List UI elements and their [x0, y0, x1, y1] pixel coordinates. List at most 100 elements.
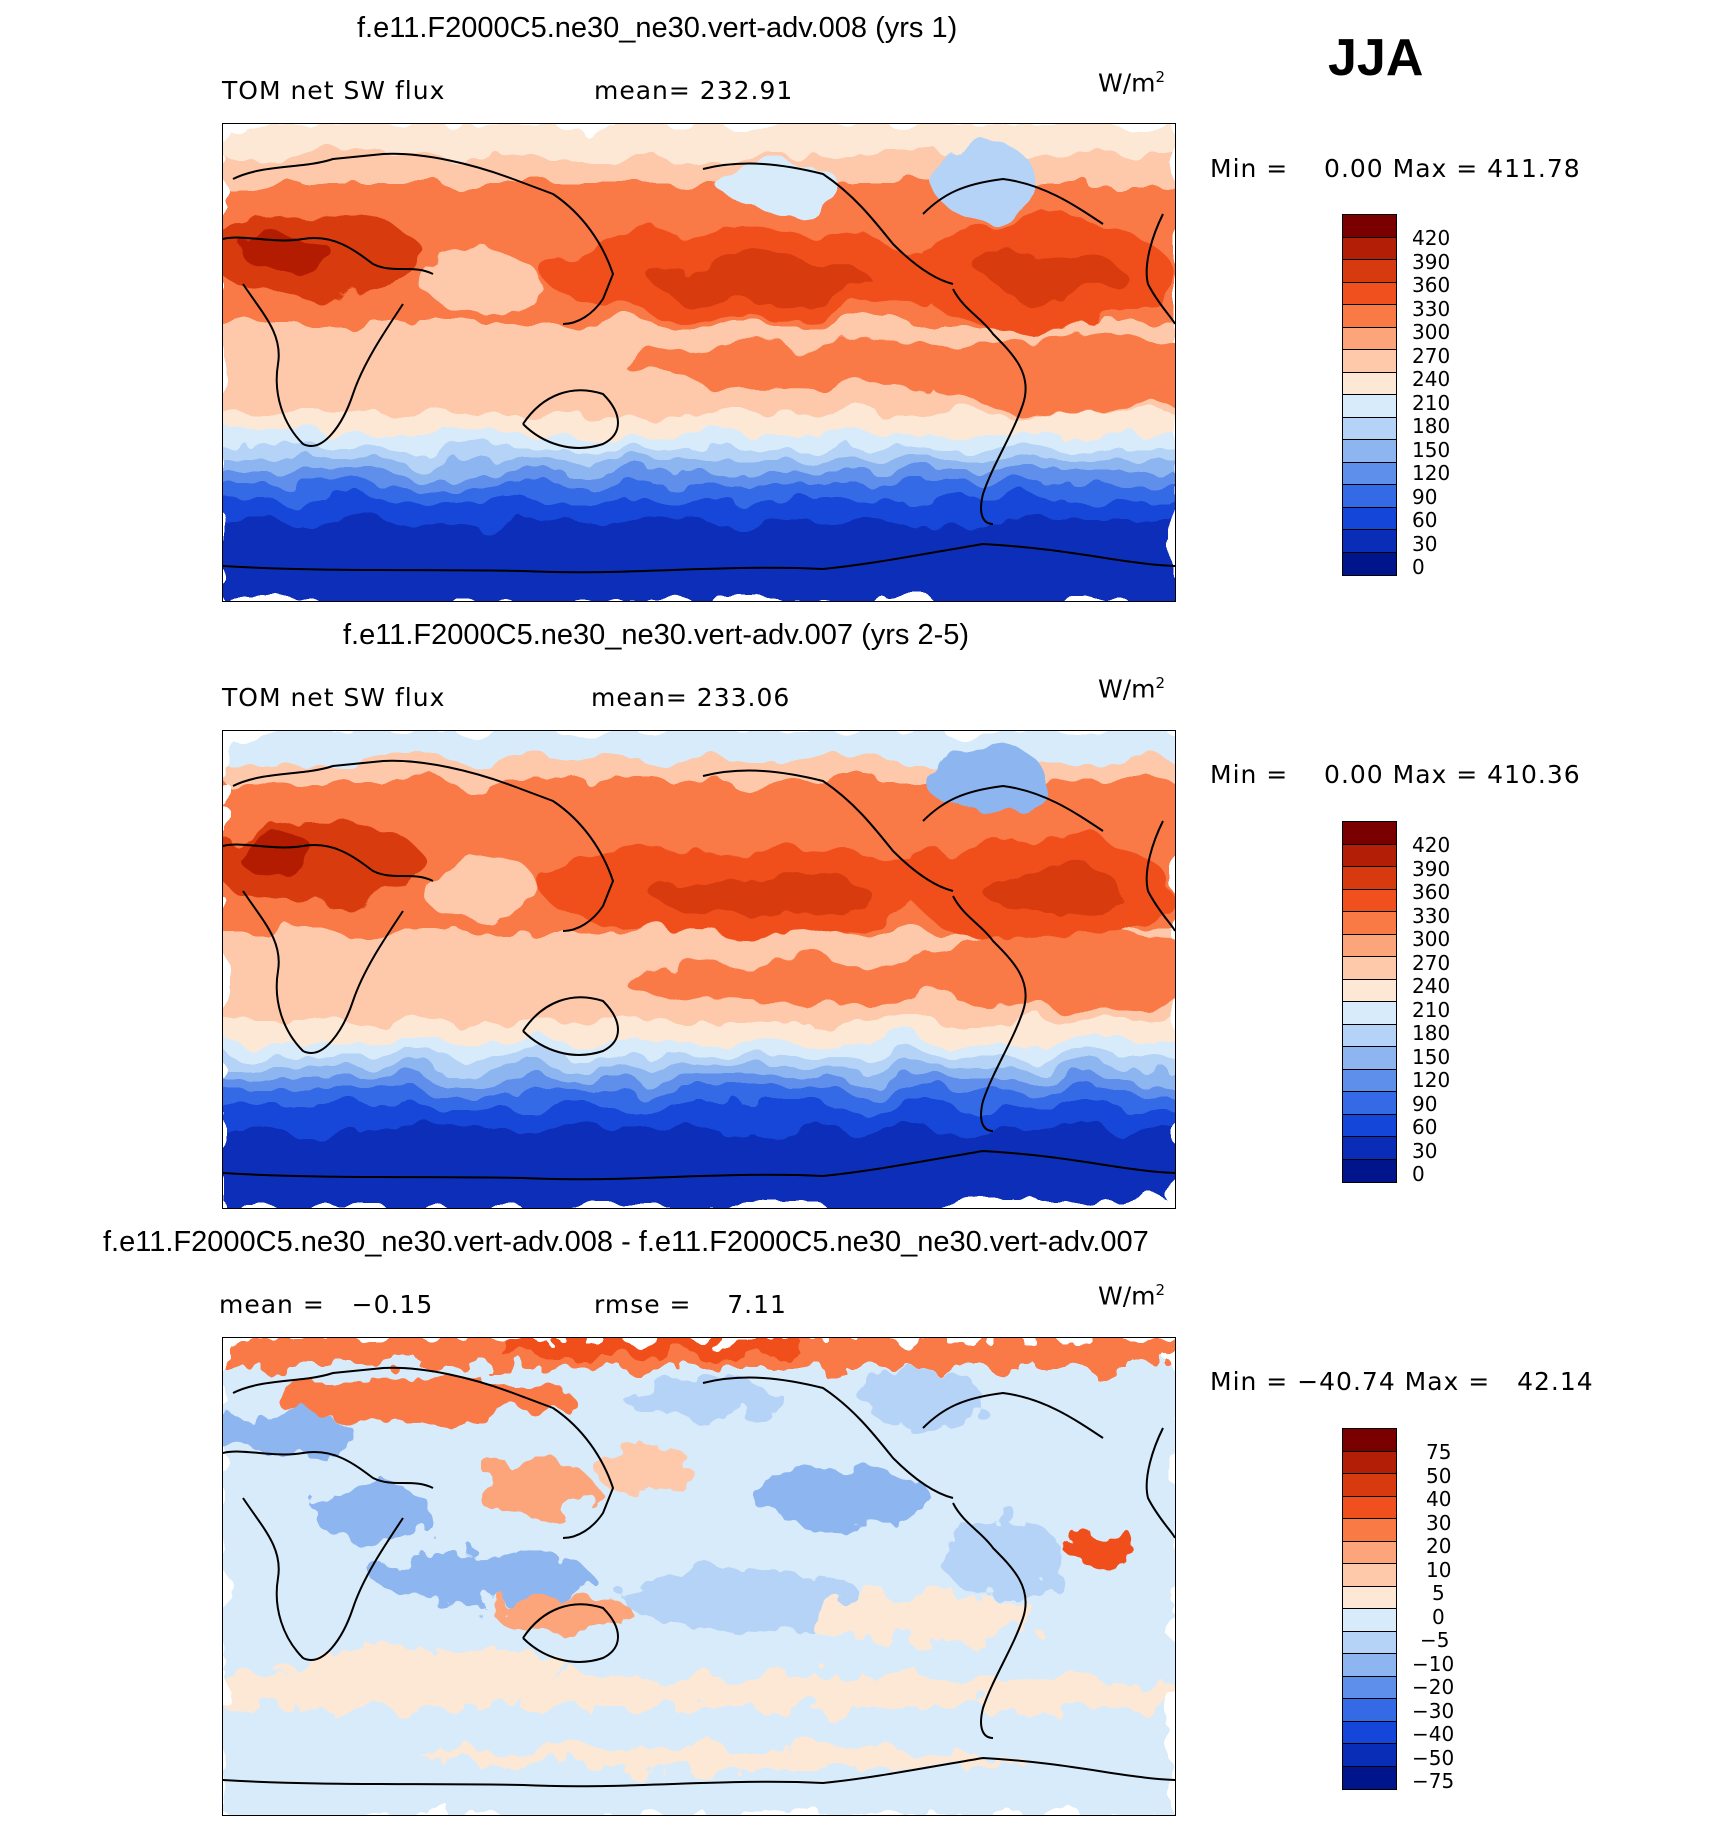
colorbar-tick-label: 240 — [1412, 974, 1451, 998]
colorbar-tick-label: 270 — [1412, 343, 1451, 368]
colorbar-swatch — [1343, 1002, 1396, 1025]
colorbar-swatch — [1343, 1541, 1396, 1564]
colorbar-tick-label: 120 — [1412, 461, 1451, 485]
colorbar-swatch — [1343, 282, 1396, 305]
colorbar-swatch — [1343, 372, 1396, 395]
panel-3-map — [222, 1337, 1176, 1816]
colorbar-swatch — [1343, 215, 1396, 238]
colorbar-swatch — [1343, 1496, 1396, 1519]
panel-2-coastlines — [223, 759, 1175, 1181]
panel-3-field — [223, 1338, 1175, 1815]
panel-3-coastlines — [223, 1366, 1175, 1788]
colorbar-swatch — [1343, 260, 1396, 283]
colorbar-tick-label: 75 — [1426, 1440, 1452, 1464]
colorbar-tick-label: 390 — [1412, 249, 1451, 274]
colorbar-tick-label: 10 — [1426, 1557, 1452, 1582]
colorbar-tick-label: 420 — [1412, 226, 1451, 250]
panel-2-map — [222, 730, 1176, 1209]
colorbar-swatch — [1343, 440, 1396, 463]
panel-3-rmse-label: rmse = 7.11 — [594, 1290, 787, 1319]
panel-1-title: f.e11.F2000C5.ne30_ne30.vert-adv.008 (yr… — [357, 12, 958, 44]
colorbar-swatch — [1343, 912, 1396, 935]
colorbar-tick-label: 330 — [1412, 903, 1451, 928]
colorbar-swatch — [1343, 552, 1396, 575]
panel-2-variable-label: TOM net SW flux — [222, 683, 446, 712]
colorbar-tick-label: 40 — [1426, 1487, 1452, 1511]
colorbar-tick-label: 90 — [1412, 484, 1438, 509]
colorbar-tick-label: 330 — [1412, 296, 1451, 321]
colorbar-tick-label: 300 — [1412, 320, 1451, 344]
colorbar-tick-label: 50 — [1426, 1463, 1452, 1488]
panel-1-colorbar — [1342, 214, 1397, 576]
panel-1-coastlines — [223, 152, 1175, 574]
colorbar-tick-label: 420 — [1412, 833, 1451, 857]
panel-2-units: W/m2 — [1098, 674, 1166, 704]
colorbar-swatch — [1343, 1564, 1396, 1587]
colorbar-swatch — [1343, 507, 1396, 530]
colorbar-tick-label: −10 — [1412, 1651, 1455, 1676]
colorbar-tick-label: 0 — [1412, 1162, 1425, 1186]
colorbar-swatch — [1343, 327, 1396, 350]
colorbar-tick-label: 180 — [1412, 1021, 1451, 1045]
colorbar-tick-label: 390 — [1412, 856, 1451, 881]
colorbar-tick-label: −30 — [1412, 1698, 1455, 1723]
colorbar-swatch — [1343, 417, 1396, 440]
colorbar-tick-label: −40 — [1412, 1722, 1455, 1746]
colorbar-tick-label: 240 — [1412, 367, 1451, 391]
colorbar-tick-label: 270 — [1412, 950, 1451, 975]
colorbar-swatch — [1343, 1047, 1396, 1070]
colorbar-swatch — [1343, 1474, 1396, 1497]
colorbar-tick-label: 150 — [1412, 1044, 1451, 1069]
colorbar-tick-label: 60 — [1412, 1115, 1438, 1139]
panel-1-field — [223, 124, 1175, 601]
colorbar-swatch — [1343, 1654, 1396, 1677]
colorbar-tick-label: 0 — [1412, 555, 1425, 579]
colorbar-swatch — [1343, 1744, 1396, 1767]
colorbar-swatch — [1343, 1721, 1396, 1744]
colorbar-swatch — [1343, 1586, 1396, 1609]
colorbar-tick-label: 180 — [1412, 414, 1451, 438]
colorbar-swatch — [1343, 1114, 1396, 1137]
colorbar-swatch — [1343, 979, 1396, 1002]
colorbar-swatch — [1343, 957, 1396, 980]
panel-2-field — [223, 731, 1175, 1208]
panel-3-title: f.e11.F2000C5.ne30_ne30.vert-adv.008 - f… — [103, 1226, 1149, 1258]
colorbar-tick-label: 30 — [1412, 1138, 1438, 1163]
colorbar-swatch — [1343, 1699, 1396, 1722]
panel-1-mean-label: mean= 232.91 — [594, 76, 794, 105]
panel-3-minmax: Min = −40.74 Max = 42.14 — [1210, 1367, 1594, 1396]
colorbar-tick-label: −75 — [1412, 1769, 1455, 1793]
colorbar-tick-label: 210 — [1412, 390, 1451, 415]
colorbar-swatch — [1343, 305, 1396, 328]
colorbar-swatch — [1343, 1631, 1396, 1654]
colorbar-swatch — [1343, 867, 1396, 890]
season-label: JJA — [1328, 29, 1424, 87]
colorbar-swatch — [1343, 1519, 1396, 1542]
panel-3-units: W/m2 — [1098, 1281, 1166, 1311]
colorbar-swatch — [1343, 462, 1396, 485]
colorbar-tick-label: 30 — [1412, 531, 1438, 556]
colorbar-tick-label: 360 — [1412, 273, 1451, 297]
colorbar-swatch — [1343, 530, 1396, 553]
colorbar-swatch — [1343, 1024, 1396, 1047]
panel-2-title: f.e11.F2000C5.ne30_ne30.vert-adv.007 (yr… — [343, 619, 970, 651]
panel-2-mean-label: mean= 233.06 — [591, 683, 791, 712]
colorbar-swatch — [1343, 1069, 1396, 1092]
colorbar-tick-label: −5 — [1420, 1628, 1450, 1652]
colorbar-swatch — [1343, 934, 1396, 957]
colorbar-swatch — [1343, 1766, 1396, 1789]
colorbar-swatch — [1343, 237, 1396, 260]
panel-1-map — [222, 123, 1176, 602]
colorbar-tick-label: 30 — [1426, 1510, 1452, 1535]
colorbar-swatch — [1343, 1159, 1396, 1182]
colorbar-tick-label: 360 — [1412, 880, 1451, 904]
colorbar-tick-label: 5 — [1432, 1581, 1445, 1605]
colorbar-swatch — [1343, 1609, 1396, 1632]
colorbar-swatch — [1343, 1137, 1396, 1160]
colorbar-tick-label: 150 — [1412, 437, 1451, 462]
colorbar-swatch — [1343, 350, 1396, 373]
panel-3-colorbar — [1342, 1428, 1397, 1790]
panel-2-minmax: Min = 0.00 Max = 410.36 — [1210, 760, 1581, 789]
colorbar-swatch — [1343, 1676, 1396, 1699]
colorbar-tick-label: 120 — [1412, 1068, 1451, 1092]
